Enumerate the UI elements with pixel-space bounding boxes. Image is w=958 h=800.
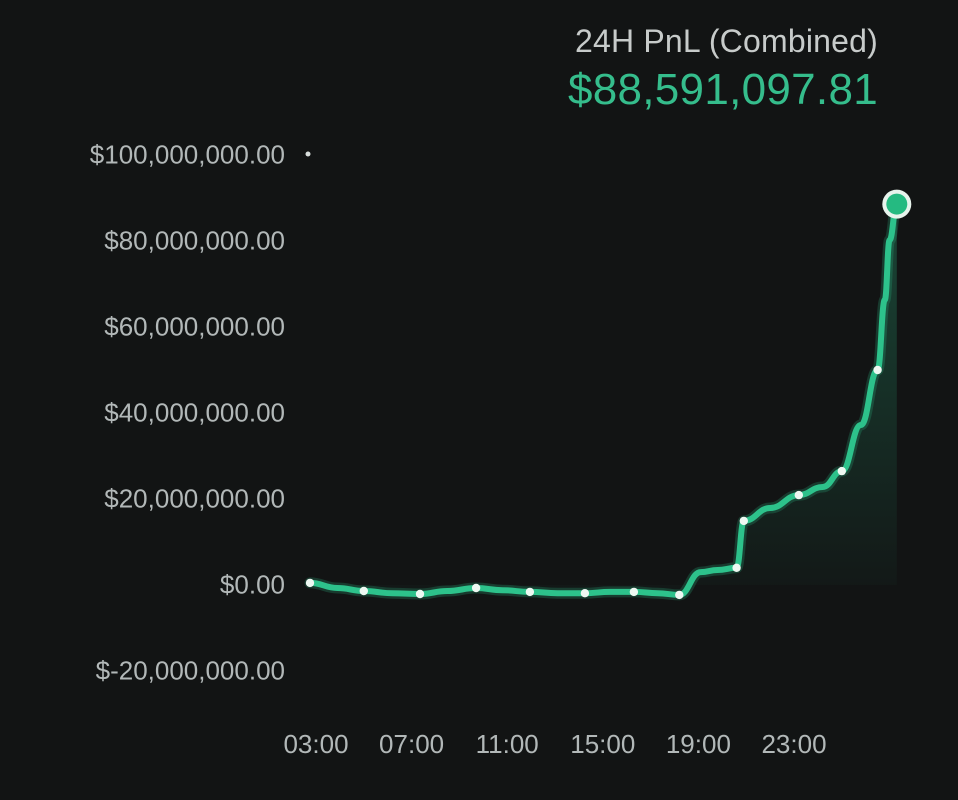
pnl-value: $88,591,097.81 [567, 65, 878, 114]
y-tick-label: $40,000,000.00 [104, 397, 285, 428]
data-point-dot [794, 490, 803, 500]
current-value-marker-core [886, 193, 908, 215]
y-tick-label: $20,000,000.00 [104, 483, 285, 514]
chart-header: 24H PnL (Combined) $88,591,097.81 [568, 22, 878, 116]
pnl-line [307, 201, 900, 598]
y-tick-label: $80,000,000.00 [104, 225, 285, 256]
x-tick-label: 03:00 [283, 729, 349, 759]
data-point-dot [359, 586, 368, 596]
data-point-dot [739, 516, 748, 526]
y-tick-label: $60,000,000.00 [104, 311, 285, 342]
data-point-dot [675, 590, 684, 600]
y-tick-label: $100,000,000.00 [89, 139, 285, 170]
data-point-dots [305, 365, 882, 600]
x-tick-label: 19:00 [665, 729, 731, 759]
x-tick-label: 23:00 [761, 729, 827, 759]
data-point-dot [471, 583, 481, 593]
data-point-dot [580, 589, 590, 598]
pnl-area-fill [310, 204, 897, 595]
data-point-dot [305, 578, 315, 588]
chart-title: 24H PnL (Combined) [574, 23, 878, 59]
y-tick-label: $-20,000,000.00 [95, 655, 285, 686]
x-tick-label: 07:00 [379, 729, 445, 759]
data-point-dot [837, 466, 846, 476]
x-tick-label: 11:00 [475, 729, 539, 759]
data-point-dot [873, 365, 882, 375]
data-point-dot [525, 587, 535, 597]
data-point-dot [732, 563, 741, 572]
y-tick-label: $0.00 [219, 569, 285, 600]
current-value-marker [882, 189, 912, 219]
axis-top-dot [305, 151, 311, 157]
data-point-dot [629, 587, 639, 597]
x-tick-label: 15:00 [570, 729, 636, 759]
data-point-dot [415, 589, 425, 599]
